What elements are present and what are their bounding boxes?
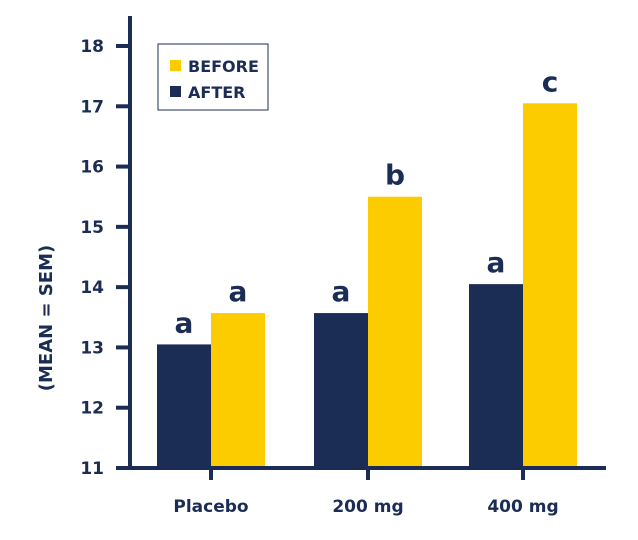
significance-letter: a xyxy=(229,275,248,308)
y-tick-label: 17 xyxy=(80,97,104,117)
significance-letter: b xyxy=(385,159,405,192)
y-tick-label: 14 xyxy=(80,278,104,298)
bars-group xyxy=(157,103,577,469)
bar-after-1 xyxy=(157,344,211,468)
bar-after-3 xyxy=(469,284,523,468)
y-tick-label: 16 xyxy=(80,158,104,178)
legend-label-after: AFTER xyxy=(188,83,245,102)
bar-after-2 xyxy=(314,313,368,468)
significance-letters-group: a a a a b c xyxy=(175,65,559,339)
y-tick-label: 12 xyxy=(80,399,104,419)
x-tick-label: 200 mg xyxy=(332,497,403,517)
legend-swatch-after xyxy=(170,86,181,97)
significance-letter: a xyxy=(332,275,351,308)
y-tick-label: 18 xyxy=(80,37,104,57)
x-tick-label: 400 mg xyxy=(487,497,558,517)
bar-before-2 xyxy=(368,196,422,468)
axes-group: 11 12 13 14 15 16 17 18 Placebo 200 mg 400 mg xyxy=(80,16,606,517)
bar-before-3 xyxy=(523,103,577,469)
legend-box xyxy=(157,43,269,111)
y-tick-label: 11 xyxy=(80,459,104,479)
significance-letter: a xyxy=(175,306,194,339)
legend-swatch-before xyxy=(170,60,181,71)
y-tick-label: 13 xyxy=(80,338,104,358)
y-tick-label: 15 xyxy=(80,218,104,238)
bar-before-1 xyxy=(211,313,265,468)
legend: BEFORE AFTER xyxy=(157,43,269,111)
legend-label-before: BEFORE xyxy=(188,57,259,76)
y-axis-label: (MEAN = SEM) xyxy=(36,245,57,391)
significance-letter: c xyxy=(542,65,559,98)
x-tick-label: Placebo xyxy=(173,497,248,517)
significance-letter: a xyxy=(487,246,506,279)
